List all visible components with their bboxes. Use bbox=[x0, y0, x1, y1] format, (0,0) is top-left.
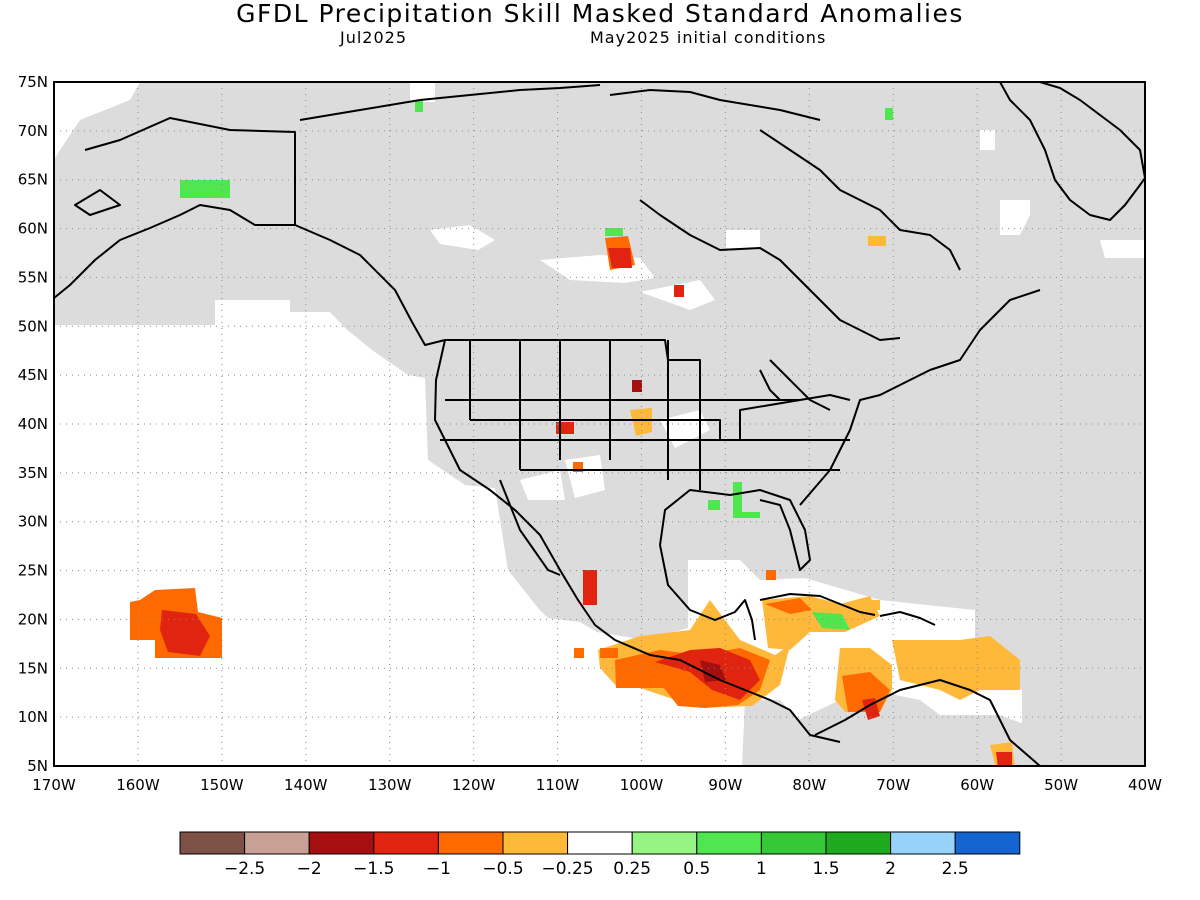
lon-tick-label: 90W bbox=[708, 776, 742, 794]
map-frame bbox=[53, 81, 1146, 767]
lon-tick-label: 80W bbox=[792, 776, 826, 794]
lon-tick-label: 140W bbox=[284, 776, 328, 794]
colorbar-tick-label: −1 bbox=[426, 859, 451, 879]
lat-tick-label: 75N bbox=[18, 73, 48, 91]
colorbar-tick-label: −2.5 bbox=[224, 859, 265, 879]
colorbar-tick-label: −0.25 bbox=[542, 859, 594, 879]
lat-tick-label: 40N bbox=[18, 415, 48, 433]
colorbar-tick-label: 1 bbox=[756, 859, 767, 879]
skill-mask-region bbox=[54, 82, 1145, 766]
colorbar-tick-label: −2 bbox=[297, 859, 322, 879]
map-title: GFDL Precipitation Skill Masked Standard… bbox=[236, 0, 964, 28]
latitude-labels: 75N 70N 65N 60N 55N 50N 45N 40N 35N 30N 25N 20N 15N 1… bbox=[18, 73, 48, 775]
colorbar-swatch bbox=[437, 831, 504, 855]
lat-tick-label: 35N bbox=[18, 464, 48, 482]
lon-tick-label: 50W bbox=[1044, 776, 1078, 794]
colorbar-swatch bbox=[502, 831, 569, 855]
lon-tick-label: 120W bbox=[452, 776, 496, 794]
lat-tick-label: 25N bbox=[18, 562, 48, 580]
colorbar-swatch bbox=[760, 831, 827, 855]
lon-tick-label: 60W bbox=[960, 776, 994, 794]
lat-tick-label: 10N bbox=[18, 708, 48, 726]
lat-tick-label: 70N bbox=[18, 122, 48, 140]
lon-tick-label: 150W bbox=[200, 776, 244, 794]
colorbar-tick-label: 1.5 bbox=[812, 859, 839, 879]
lat-tick-label: 55N bbox=[18, 268, 48, 286]
colorbar-swatch bbox=[954, 831, 1021, 855]
coastlines-and-borders bbox=[54, 82, 1145, 766]
lat-lon-grid bbox=[54, 82, 1145, 766]
colorbar-tick-label: −0.5 bbox=[482, 859, 523, 879]
colorbar-swatch bbox=[890, 831, 956, 855]
colorbar-swatch bbox=[631, 831, 698, 855]
colorbar-tick-label: 2.5 bbox=[942, 859, 969, 879]
target-month-label: Jul2025 bbox=[340, 28, 408, 47]
near-zero-anomaly-areas bbox=[410, 82, 1145, 670]
colorbar-swatch bbox=[825, 831, 892, 855]
lat-tick-label: 5N bbox=[27, 757, 48, 775]
colorbar-tick-label: 2 bbox=[885, 859, 896, 879]
colorbar: −2.5 −2 −1.5 −1 −0.5 −0.25 0.25 0.5 1 1.5 2 2.5 bbox=[179, 831, 1021, 879]
lat-tick-label: 65N bbox=[18, 171, 48, 189]
lon-tick-label: 170W bbox=[32, 776, 76, 794]
colorbar-tick-label: −1.5 bbox=[353, 859, 394, 879]
colorbar-swatch bbox=[567, 831, 633, 855]
lat-tick-label: 60N bbox=[18, 220, 48, 238]
lat-tick-label: 15N bbox=[18, 659, 48, 677]
lat-tick-label: 20N bbox=[18, 610, 48, 628]
colorbar-swatch bbox=[373, 831, 439, 855]
longitude-labels: 170W 160W 150W 140W 130W 120W 110W 100W 90W 80W 70… bbox=[32, 776, 1162, 794]
initial-conditions-label: May2025 initial conditions bbox=[590, 28, 827, 47]
lon-tick-label: 40W bbox=[1128, 776, 1162, 794]
colorbar-tick-label: 0.5 bbox=[683, 859, 710, 879]
colorbar-swatch bbox=[179, 831, 246, 855]
lon-tick-label: 100W bbox=[620, 776, 664, 794]
colorbar-tick-label: 0.25 bbox=[613, 859, 651, 879]
colorbar-swatch bbox=[244, 831, 310, 855]
lat-tick-label: 45N bbox=[18, 366, 48, 384]
lat-tick-label: 50N bbox=[18, 317, 48, 335]
lon-tick-label: 130W bbox=[368, 776, 412, 794]
lon-tick-label: 110W bbox=[536, 776, 580, 794]
lon-tick-label: 70W bbox=[876, 776, 910, 794]
lat-tick-label: 30N bbox=[18, 513, 48, 531]
lon-tick-label: 160W bbox=[116, 776, 160, 794]
colorbar-swatch bbox=[308, 831, 375, 855]
colorbar-swatch bbox=[696, 831, 762, 855]
